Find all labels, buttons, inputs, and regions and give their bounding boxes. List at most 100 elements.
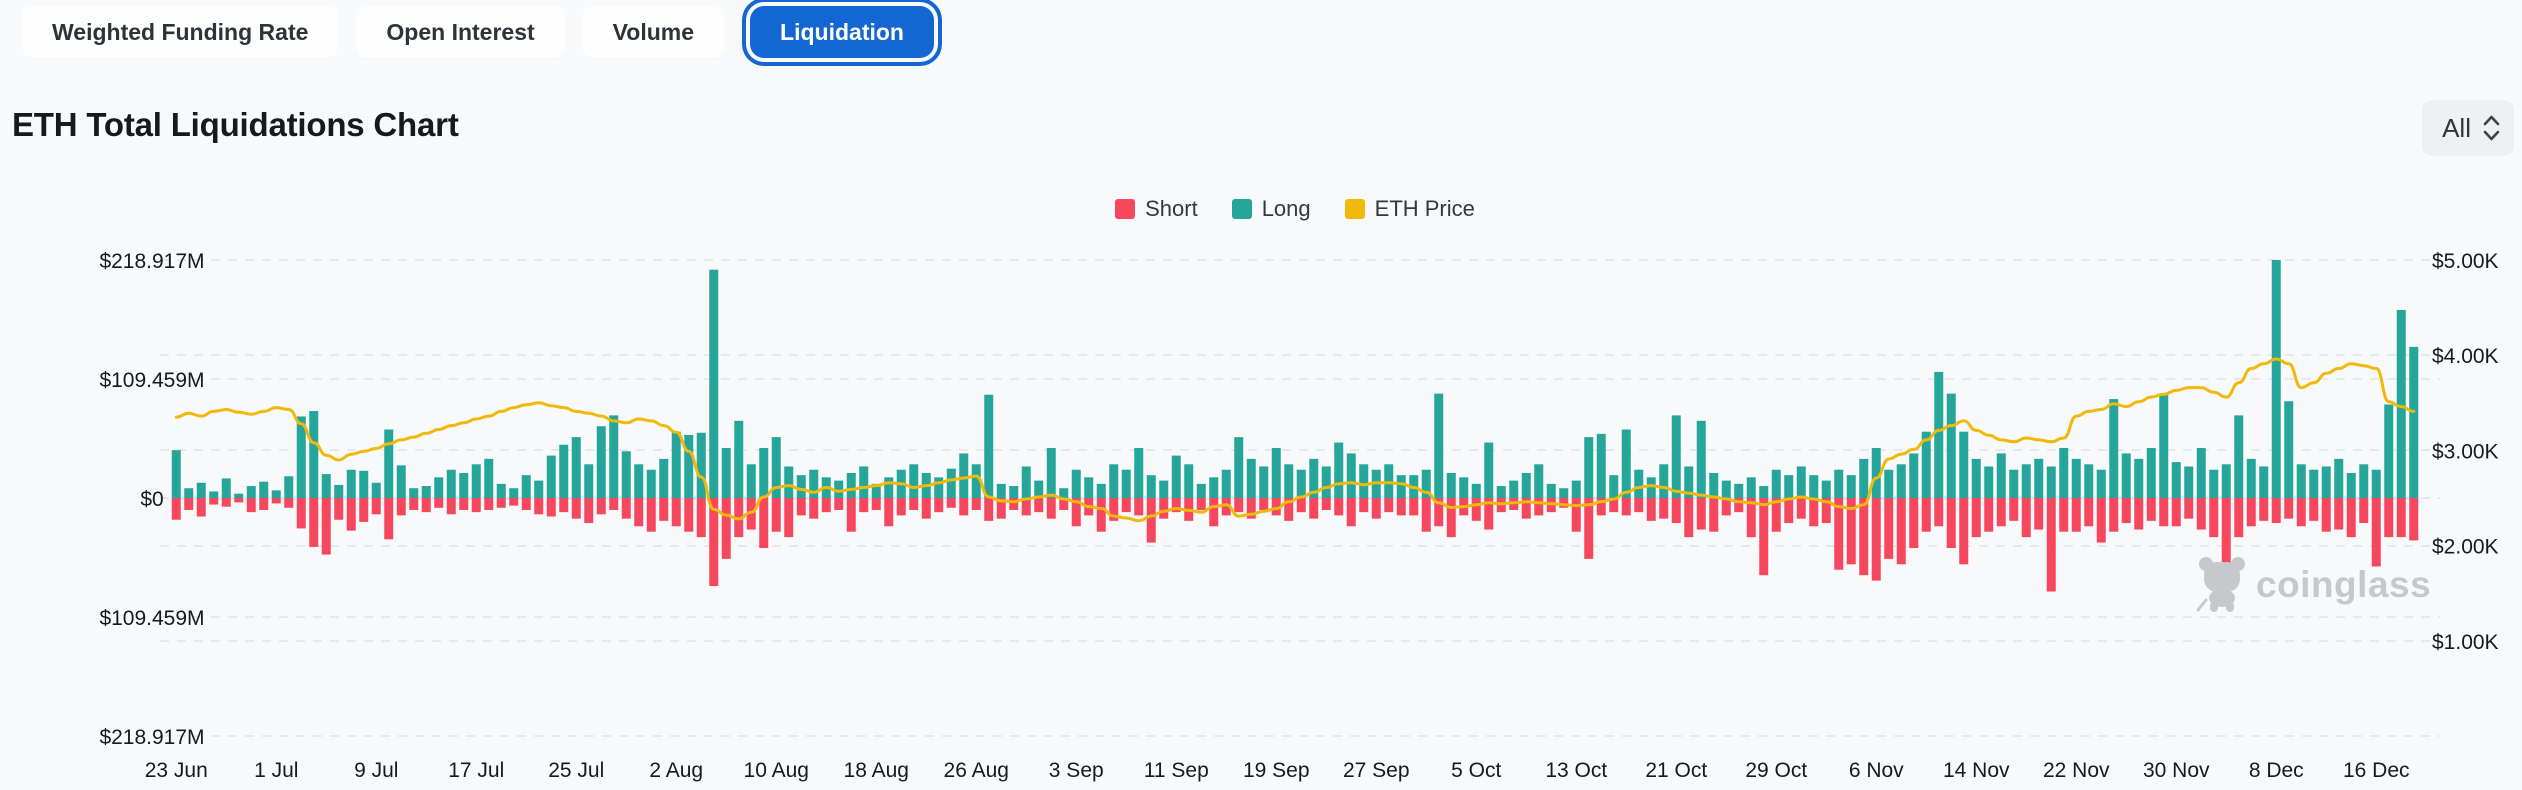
bar-short[interactable] [696,498,706,538]
bar-short[interactable] [621,498,631,519]
bar-short[interactable] [1746,498,1756,538]
bar-long[interactable] [1109,464,1119,498]
bar-long[interactable] [859,466,869,498]
bar-long[interactable] [871,483,881,498]
bar-short[interactable] [809,498,819,519]
bar-short[interactable] [1646,498,1656,521]
bar-long[interactable] [534,480,544,498]
bar-short[interactable] [1946,498,1956,549]
bar-long[interactable] [796,475,806,498]
bar-long[interactable] [271,490,281,498]
bar-long[interactable] [609,415,619,498]
bar-long[interactable] [1159,480,1169,498]
bar-short[interactable] [884,498,894,527]
bar-long[interactable] [996,483,1006,498]
bar-short[interactable] [1534,498,1544,516]
bar-short[interactable] [1584,498,1594,559]
bar-short[interactable] [396,498,406,516]
bar-long[interactable] [2084,464,2094,498]
bar-long[interactable] [734,420,744,498]
bar-long[interactable] [321,474,331,498]
bar-short[interactable] [271,498,281,504]
bar-long[interactable] [1896,464,1906,498]
bar-long[interactable] [421,486,431,498]
tab-liquidation[interactable]: Liquidation [750,6,934,58]
bar-long[interactable] [234,493,244,498]
bar-short[interactable] [2071,498,2081,532]
bar-short[interactable] [1521,498,1531,519]
bar-long[interactable] [1446,472,1456,498]
bar-short[interactable] [934,498,944,513]
bar-long[interactable] [2196,447,2206,498]
bar-long[interactable] [559,444,569,498]
bar-short[interactable] [1609,498,1619,513]
bar-short[interactable] [759,498,769,549]
bar-short[interactable] [484,498,494,510]
bar-long[interactable] [946,468,956,498]
bar-long[interactable] [721,447,731,498]
bar-long[interactable] [1184,464,1194,498]
bar-short[interactable] [1071,498,1081,527]
bar-long[interactable] [1884,469,1894,498]
bar-short[interactable] [2209,498,2219,538]
bar-short[interactable] [1971,498,1981,538]
bar-long[interactable] [1234,437,1244,498]
bar-short[interactable] [784,498,794,538]
bar-short[interactable] [1821,498,1831,524]
bar-short[interactable] [834,498,844,510]
bar-long[interactable] [2046,466,2056,498]
bar-short[interactable] [196,498,206,517]
bar-short[interactable] [821,498,831,513]
bar-short[interactable] [909,498,919,510]
bar-short[interactable] [2346,498,2356,538]
bar-long[interactable] [1684,466,1694,498]
bar-short[interactable] [1446,498,1456,538]
bar-short[interactable] [1246,498,1256,519]
bar-long[interactable] [1071,469,1081,498]
bar-short[interactable] [1296,498,1306,513]
bar-short[interactable] [1221,498,1231,516]
bar-long[interactable] [1246,458,1256,498]
bar-long[interactable] [2184,466,2194,498]
bar-long[interactable] [1471,483,1481,498]
bar-long[interactable] [1971,458,1981,498]
bar-short[interactable] [2021,498,2031,538]
bar-long[interactable] [1946,393,1956,498]
bar-long[interactable] [1784,475,1794,498]
bar-long[interactable] [1334,442,1344,498]
bar-short[interactable] [1484,498,1494,530]
bar-short[interactable] [521,498,531,510]
bar-short[interactable] [1796,498,1806,519]
range-select[interactable]: All [2422,100,2514,156]
bar-short[interactable] [1259,498,1269,510]
bar-long[interactable] [1309,458,1319,498]
bar-long[interactable] [709,269,719,498]
bar-short[interactable] [546,498,556,517]
bar-long[interactable] [1571,480,1581,498]
bar-long[interactable] [809,469,819,498]
bar-short[interactable] [1196,498,1206,510]
bar-short[interactable] [1859,498,1869,576]
bar-long[interactable] [934,477,944,498]
bar-long[interactable] [1221,469,1231,498]
bar-short[interactable] [2059,498,2069,532]
bar-long[interactable] [1634,469,1644,498]
bar-short[interactable] [496,498,506,508]
bar-short[interactable] [471,498,481,513]
bar-long[interactable] [696,432,706,498]
bar-long[interactable] [2071,458,2081,498]
bar-short[interactable] [2134,498,2144,530]
bar-long[interactable] [1009,486,1019,498]
bar-long[interactable] [359,470,369,498]
bar-short[interactable] [1121,498,1131,513]
bar-short[interactable] [234,498,244,503]
bar-short[interactable] [2334,498,2344,530]
bar-long[interactable] [1196,483,1206,498]
bar-long[interactable] [221,478,231,498]
bar-long[interactable] [759,447,769,498]
bar-long[interactable] [171,450,181,498]
bar-short[interactable] [1371,498,1381,519]
bar-short[interactable] [2271,498,2281,524]
bar-short[interactable] [559,498,569,513]
bar-short[interactable] [1346,498,1356,527]
